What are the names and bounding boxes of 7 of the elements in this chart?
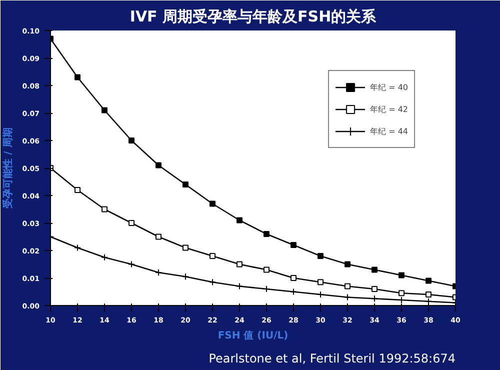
legend-label: 年纪 = 40 — [370, 82, 408, 92]
chart-title: IVF 周期受孕率与年龄及FSH的关系 — [130, 8, 378, 26]
y-axis-title: 受孕可能性 / 周期 — [2, 128, 14, 210]
text: Pearlstone et al, Fertil Steril 1992:58:674 — [208, 352, 456, 366]
x-axis-title: FSH 值 (IU/L) — [218, 330, 288, 342]
legend-label: 年纪 = 44 — [370, 126, 408, 136]
legend-label: 年纪 = 42 — [370, 104, 408, 114]
